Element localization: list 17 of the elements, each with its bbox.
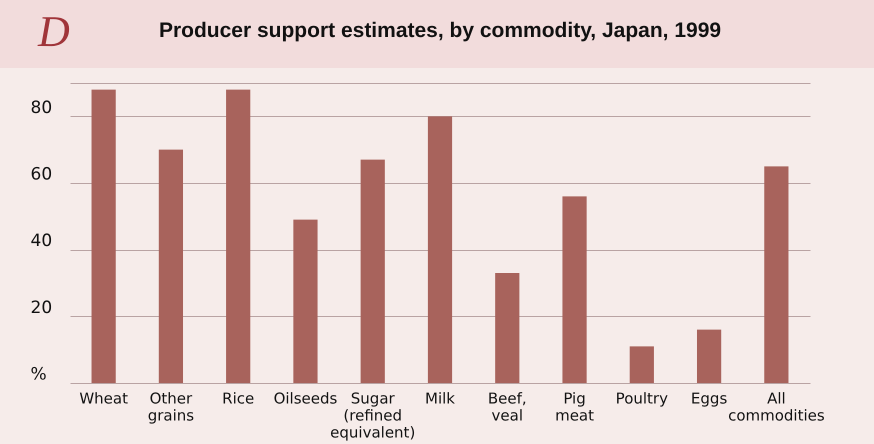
- y-tick-label: 20: [30, 298, 52, 318]
- x-tick-label: Pig meat: [555, 390, 594, 424]
- x-tick-label: Eggs: [690, 390, 728, 408]
- x-tick-label: Rice: [222, 390, 254, 408]
- x-tick-label: Poultry: [616, 390, 668, 408]
- x-tick-label: Oilseeds: [274, 390, 338, 408]
- x-tick-label: Other grains: [148, 390, 194, 424]
- y-tick-label: %: [30, 364, 47, 384]
- y-tick-label: 80: [30, 98, 52, 118]
- x-tick-label: Milk: [425, 390, 456, 408]
- y-tick-label: 60: [30, 164, 52, 184]
- x-tick-label: Beef, veal: [488, 390, 527, 424]
- chart-title: Producer support estimates, by commodity, Japan, 1999: [158, 19, 722, 42]
- y-tick-label: 40: [30, 231, 52, 252]
- text: D: [38, 7, 70, 56]
- x-tick-label: Wheat: [79, 390, 128, 408]
- x-tick-label: All commodities: [728, 390, 825, 424]
